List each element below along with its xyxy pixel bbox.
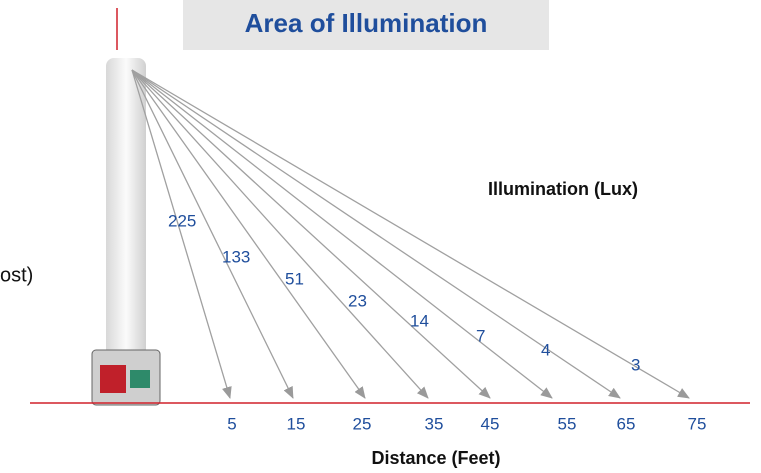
distance-label: 75 [688,414,707,433]
generator-part [100,365,126,393]
illumination-label: Illumination (Lux) [488,179,638,199]
lux-label: 51 [285,269,304,288]
lux-label: 3 [631,355,640,374]
lux-label: 7 [476,326,485,345]
left-label: ost) [0,264,33,286]
generator-panel [130,370,150,388]
distance-label: 65 [617,414,636,433]
ray-arrow [132,70,293,398]
lux-label: 23 [348,291,367,310]
distance-label: 25 [353,414,372,433]
distance-label: 55 [558,414,577,433]
distance-label: 45 [481,414,500,433]
ray-arrow [132,70,428,398]
distance-label: 35 [425,414,444,433]
distance-label: Distance (Feet) [371,448,500,468]
title: Area of Illumination [245,8,488,38]
lux-label: 14 [410,311,429,330]
distance-label: 15 [287,414,306,433]
lux-label: 225 [168,211,196,230]
ray-arrow [132,70,552,398]
lux-label: 133 [222,247,250,266]
light-mast [106,58,146,358]
distance-label: 5 [227,414,236,433]
ray-arrow [132,70,490,398]
diagram: Area of Illumination ost) Illumination (… [0,0,761,473]
ray-arrow [132,70,365,398]
lux-label: 4 [541,340,550,359]
